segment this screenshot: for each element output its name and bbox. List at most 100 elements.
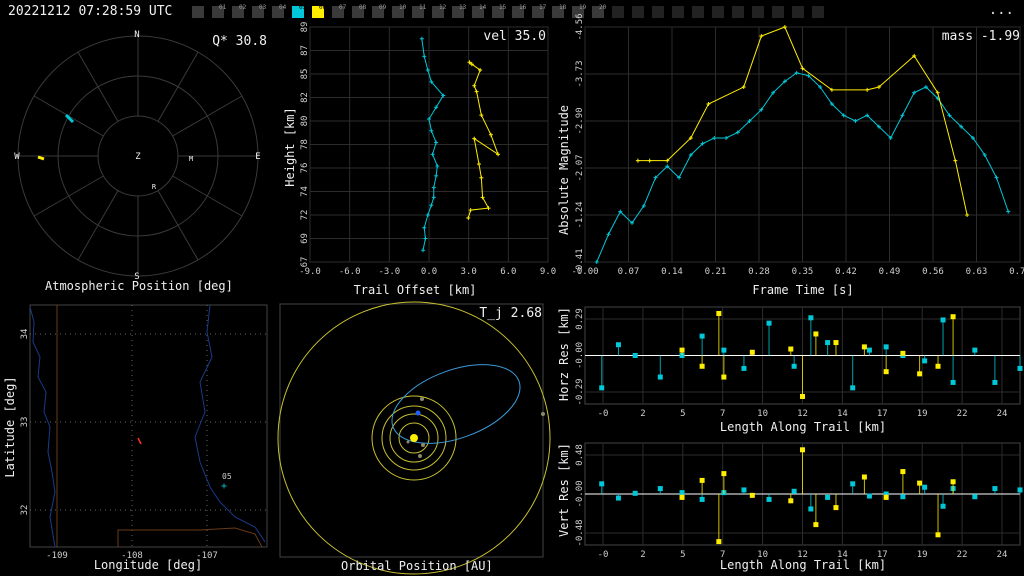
station-slot[interactable] [752,6,764,18]
planet-marker [420,397,424,401]
x-tick-label: 19 [917,550,928,560]
x-tick-label: 22 [957,409,968,419]
station-slot-label: 17 [539,4,547,11]
meteoroid-orbit [391,364,521,444]
compass-south: S [134,272,139,282]
planet-marker [406,440,410,444]
station-slot[interactable]: 13 [452,4,466,18]
residual-marker [657,486,663,492]
x-tick-label: 0.21 [705,267,727,277]
station-slot[interactable]: 19 [572,4,587,18]
station-slot[interactable]: 17 [532,4,547,18]
orbit-title: Orbital Position [AU] [341,559,493,573]
station-slot-label: 11 [419,4,427,11]
station-slot[interactable] [612,6,624,18]
residual-marker [850,385,856,391]
y-tick-label: 72 [300,210,310,221]
vert-xlabel: Length Along Trail [km] [720,558,886,572]
residual-marker [699,496,705,502]
station-slot[interactable]: 05 [292,4,306,18]
station-slot-label: 01 [219,4,227,11]
residual-marker [716,539,722,545]
x-tick-label: 14 [837,550,848,560]
station-slot[interactable] [632,6,644,18]
station-slot[interactable]: 01 [212,4,227,18]
station-slot-label: 07 [339,4,347,11]
x-tick-label: 9.0 [540,267,556,277]
y-tick-label: -2.90 [575,107,585,134]
geo-xlabel: Longitude [deg] [94,558,202,572]
planet-orbit [389,413,439,463]
residual-marker [813,331,819,337]
station-slot[interactable]: 07 [332,4,347,18]
x-tick-label: 7 [720,409,725,419]
residual-marker [900,494,906,500]
station-slot[interactable]: 09 [372,4,386,18]
x-tick-label: 0.07 [618,267,640,277]
x-tick-label: 0.14 [661,267,683,277]
station-slot[interactable] [672,6,684,18]
station-slot[interactable]: 16 [512,4,526,18]
x-tick-label: -0.00 [571,267,598,277]
station-slot[interactable] [192,6,204,18]
y-tick-label: -1.24 [575,201,585,228]
station-slot[interactable] [692,6,704,18]
polar-spoke [172,175,243,217]
residual-marker [917,480,923,486]
residual-marker [632,490,638,496]
y-tick-label: 67 [300,257,310,268]
station-slot[interactable]: 03 [252,4,266,18]
station-slot[interactable] [812,6,824,18]
x-tick-label: 0.28 [748,267,770,277]
station-slot-label: 19 [579,4,587,11]
y-tick-label: 74 [300,186,310,197]
horizontal-residuals-plot: Length Along Trail [km] Horz Res [km] -0… [557,306,1023,434]
y-tick-label: 76 [300,163,310,174]
station-slot-label: 08 [359,4,367,11]
residual-marker [917,371,923,377]
station-slot[interactable] [712,6,724,18]
station-slot[interactable]: 12 [432,4,446,18]
menu-button[interactable]: ... [988,2,1014,18]
outer-planet-orbit [277,301,551,575]
station-slot[interactable] [652,6,664,18]
x-tick-label: 7 [720,550,725,560]
y-tick-label: -0.41 [575,248,585,275]
atmo-track-cyan [64,113,75,124]
x-tick-label: 0.42 [835,267,857,277]
residual-marker [741,487,747,493]
residual-marker [950,379,956,385]
x-tick-label: 10 [757,409,768,419]
station-slot[interactable]: 10 [392,4,406,18]
station-slot[interactable]: 15 [492,4,506,18]
residual-marker [808,506,814,512]
station-slot[interactable]: 04 [272,4,286,18]
lat-tick-label: 34 [20,329,30,340]
lon-tick-label: -107 [196,551,218,561]
residual-marker [935,532,941,538]
station-slot[interactable]: 06 [312,4,326,18]
station-slot[interactable] [772,6,784,18]
x-tick-label: 17 [877,550,888,560]
residual-marker [922,358,928,364]
river-west [29,306,56,548]
residual-marker [940,317,946,323]
polar-spoke [157,51,199,122]
station-slot[interactable]: 20 [592,4,606,18]
geo-map[interactable]: 05 + Longitude [deg] Latitude [deg] -109… [0,302,268,572]
station-slot[interactable] [792,6,804,18]
residual-marker [615,342,621,348]
station-slot[interactable] [732,6,744,18]
station-slot[interactable]: 02 [232,4,246,18]
x-tick-label: -6.0 [339,267,361,277]
station-slot[interactable]: 14 [472,4,486,18]
station-slot[interactable]: 08 [352,4,367,18]
x-tick-label: 10 [757,550,768,560]
station-slot[interactable]: 11 [412,4,427,18]
station-05-label: 05 [222,472,232,481]
residual-marker [599,481,605,487]
q-star-metric: Q* 30.8 [212,34,267,49]
residual-marker [721,471,727,477]
station-slot[interactable]: 18 [552,4,566,18]
y-tick-label: 78 [300,139,310,150]
